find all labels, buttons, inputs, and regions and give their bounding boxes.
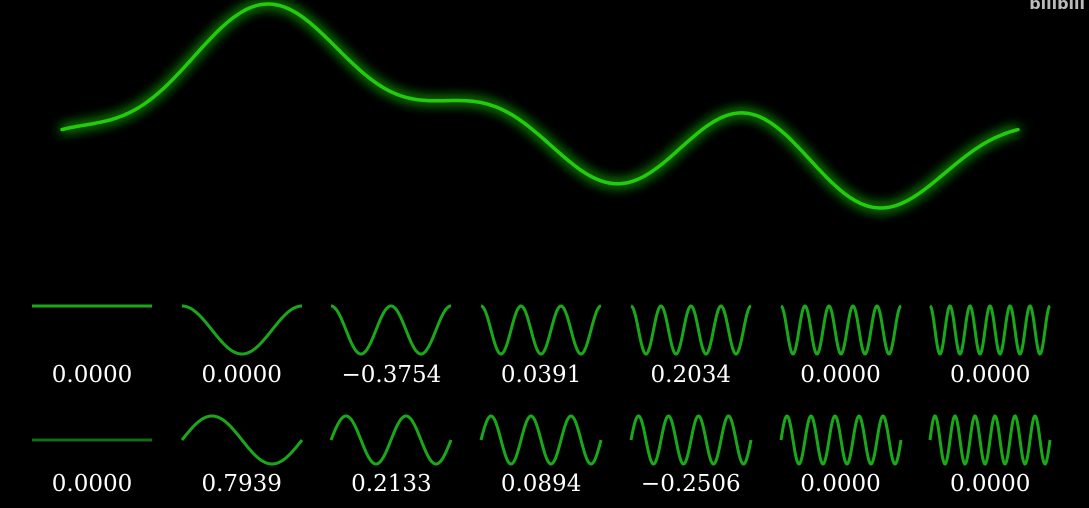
fourier-sum-plot: [60, 2, 1020, 210]
cos-coefficient-label: 0.0391: [500, 362, 582, 388]
sin-wave-line: [329, 414, 453, 466]
cos-component-4: [629, 300, 759, 360]
sin-wave-1: [180, 414, 303, 466]
cos-component-0: [30, 300, 160, 360]
sin-wave-4: [629, 414, 753, 466]
sin-component-3: [479, 410, 609, 470]
cos-wave-line: [331, 304, 452, 356]
sin-wave-5: [779, 414, 902, 466]
sin-coefficient-label: 0.0000: [800, 471, 881, 497]
sin-wave-line: [928, 414, 1052, 466]
cos-coefficient-label: 0.0000: [201, 362, 282, 388]
cos-component-6: [928, 300, 1058, 360]
cos-wave-line: [779, 304, 902, 356]
sin-coefficient-label: 0.2133: [351, 471, 432, 497]
cos-component-3: [479, 300, 609, 360]
sin-component-6: [928, 410, 1058, 470]
sin-wave-3: [479, 414, 603, 466]
sin-wave-6: [928, 414, 1052, 466]
sin-coefficient-label: 0.0894: [500, 471, 582, 497]
cos-coefficient-label: 0.0000: [800, 362, 881, 388]
sin-component-4: [629, 410, 759, 470]
sin-component-0: [30, 410, 160, 470]
sin-coefficient-label: 0.0000: [949, 471, 1031, 497]
cos-wave-line: [480, 304, 602, 356]
sin-coefficient-label: 0.0000: [51, 471, 133, 497]
sin-wave-line: [629, 414, 753, 466]
sin-component-2: [329, 410, 459, 470]
cos-wave-2: [331, 304, 452, 356]
cos-coefficient-label: 0.0000: [949, 362, 1031, 388]
cos-coefficient-label: −0.3754: [341, 362, 442, 388]
sin-wave-2: [329, 414, 453, 466]
cos-wave-3: [480, 304, 602, 356]
sin-component-5: [779, 410, 909, 470]
sin-coefficient-label: −0.2506: [640, 471, 741, 497]
sin-wave-0: [32, 438, 152, 442]
cos-component-2: [329, 300, 459, 360]
cos-coefficient-label: 0.0000: [51, 362, 133, 388]
cos-wave-line: [181, 304, 302, 356]
cos-wave-0: [32, 304, 152, 308]
sin-coefficient-label: 0.7939: [201, 471, 282, 497]
cos-coefficient-label: 0.2034: [650, 362, 732, 388]
cos-wave-1: [181, 304, 302, 356]
watermark: bilibili: [1029, 0, 1085, 13]
cos-wave-line: [630, 304, 752, 356]
cos-wave-4: [630, 304, 752, 356]
cos-component-5: [779, 300, 909, 360]
sin-wave-line: [479, 414, 603, 466]
cos-component-1: [180, 300, 310, 360]
cos-wave-6: [929, 304, 1052, 356]
cos-wave-line: [929, 304, 1052, 356]
cos-wave-5: [779, 304, 902, 356]
sum-curve: [60, 2, 1020, 210]
sin-component-1: [180, 410, 310, 470]
sin-wave-line: [180, 414, 303, 466]
sin-wave-line: [779, 414, 902, 466]
